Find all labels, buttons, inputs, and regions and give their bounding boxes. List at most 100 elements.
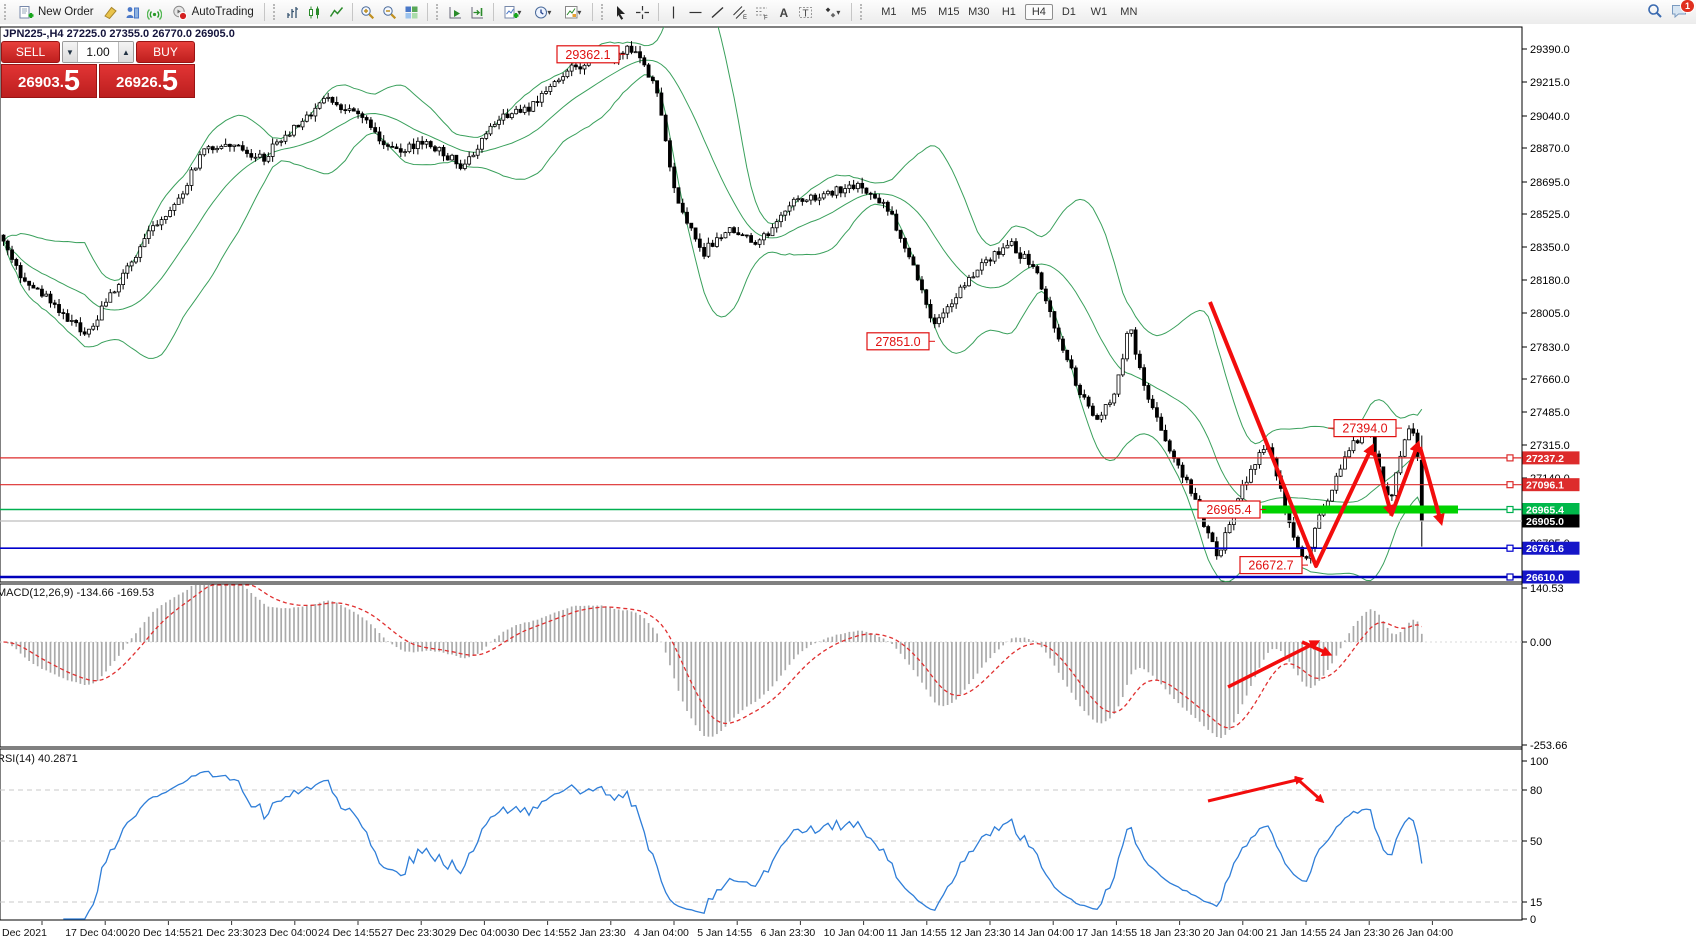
candle-body <box>112 291 117 294</box>
volume-value[interactable]: 1.00 <box>86 45 110 59</box>
rsi-panel[interactable] <box>0 748 1523 921</box>
candle-body <box>975 269 980 278</box>
candle-body <box>1039 272 1044 290</box>
text-button[interactable]: A <box>773 2 795 22</box>
main-chart-panel[interactable] <box>0 26 1523 583</box>
auto-scroll-button[interactable] <box>445 2 467 22</box>
candle-body <box>992 251 997 262</box>
candle-body <box>655 80 660 94</box>
candle-body <box>949 303 954 308</box>
bollinger-middle-band <box>3 59 1423 504</box>
zoom-out-button[interactable] <box>379 2 401 22</box>
chart-canvas[interactable]: 29390.0 29215.0 29040.0 28870.0 28695.0 28525… <box>0 24 1696 941</box>
volume-increase-button[interactable]: ▲ <box>118 42 133 62</box>
price-level-handle[interactable] <box>1506 454 1514 462</box>
annotation-label-box[interactable] <box>1239 555 1303 575</box>
candle-body <box>61 312 66 314</box>
candle-body <box>539 93 544 103</box>
signals-button[interactable] <box>144 2 166 22</box>
arrows-button[interactable]: ▾ <box>817 2 847 22</box>
trend-arrow[interactable] <box>1301 640 1333 657</box>
search-button[interactable] <box>1647 3 1663 22</box>
new-chart-button[interactable]: ▾ <box>498 2 528 22</box>
crosshair-button[interactable] <box>632 2 654 22</box>
candle-body <box>1018 252 1023 259</box>
sell-price[interactable]: 26903. 5 <box>1 64 97 98</box>
macd-signal-line <box>3 584 1423 729</box>
candle-body <box>672 166 677 189</box>
trend-arrow[interactable] <box>1294 775 1325 804</box>
sell-button[interactable]: SELL <box>1 41 60 63</box>
bar-chart-button[interactable] <box>282 2 304 22</box>
trendline-button[interactable] <box>707 2 729 22</box>
trend-arrow[interactable] <box>1208 301 1375 568</box>
trend-arrow[interactable] <box>1227 640 1321 689</box>
chat-button[interactable]: 1 <box>1671 0 1695 22</box>
candle-body <box>403 151 407 154</box>
price-level-handle[interactable] <box>1506 505 1514 514</box>
candle-body <box>1133 329 1138 355</box>
chart-shift-button[interactable] <box>467 2 489 22</box>
chart-window[interactable]: 29390.0 29215.0 29040.0 28870.0 28695.0 28525… <box>0 24 1696 941</box>
timeframe-m1[interactable]: M1 <box>881 6 897 18</box>
horizontal-line-button[interactable] <box>685 2 707 22</box>
candle-body <box>368 119 373 128</box>
annotation-label-box[interactable] <box>1333 419 1397 438</box>
channel-button[interactable]: E <box>729 2 751 22</box>
candle-body <box>343 109 348 112</box>
annotation-label-box[interactable] <box>1197 500 1261 519</box>
trend-arrow[interactable] <box>1372 451 1395 518</box>
candle-body <box>804 199 809 202</box>
tile-windows-button[interactable] <box>401 2 423 22</box>
timeframe-m15[interactable]: M15 <box>938 6 960 18</box>
zoom-in-button[interactable] <box>357 2 379 22</box>
trend-arrow[interactable] <box>1389 440 1421 517</box>
candle-body <box>219 145 224 149</box>
annotation-label-text: 29362.1 <box>565 48 610 62</box>
candle-body <box>625 45 630 55</box>
timeframe-d1[interactable]: D1 <box>1061 6 1076 18</box>
cursor-button[interactable] <box>610 2 632 22</box>
buy-button[interactable]: BUY <box>136 41 195 63</box>
candle-body <box>856 182 860 190</box>
metaeditor-button[interactable] <box>100 2 122 22</box>
timeframe-h1[interactable]: H1 <box>1001 6 1016 18</box>
market-profile-button[interactable] <box>122 2 144 22</box>
volume-decrease-button[interactable]: ▼ <box>63 42 78 62</box>
periods-button[interactable]: ▾ <box>528 2 558 22</box>
timeframe-mn[interactable]: MN <box>1120 6 1138 18</box>
candle-body <box>834 186 839 196</box>
timeframe-h4[interactable]: H4 <box>1024 4 1053 20</box>
candle-body <box>497 119 501 125</box>
support-band[interactable] <box>1262 505 1458 514</box>
new-order-button[interactable]: New Order <box>13 0 100 24</box>
price-level-chip <box>1522 503 1580 517</box>
candle-body <box>159 219 164 226</box>
candle-body <box>1112 393 1117 404</box>
buy-price[interactable]: 26926. 5 <box>99 64 195 98</box>
candle-body <box>1048 300 1053 312</box>
candlestick-button[interactable] <box>304 2 326 22</box>
annotation-label-box[interactable] <box>866 332 930 351</box>
price-level-handle[interactable] <box>1506 544 1514 552</box>
candle-body <box>1163 429 1168 442</box>
timeframe-w1[interactable]: W1 <box>1090 6 1108 18</box>
line-chart-button[interactable] <box>326 2 348 22</box>
autotrading-button[interactable]: AutoTrading <box>166 0 260 24</box>
price-level-handle[interactable] <box>1506 481 1514 489</box>
vertical-line-button[interactable] <box>663 2 685 22</box>
timeframe-m5[interactable]: M5 <box>911 6 927 18</box>
templates-button[interactable]: ▾ <box>558 2 588 22</box>
candle-body <box>1065 349 1070 361</box>
timeframe-m30[interactable]: M30 <box>968 6 990 18</box>
fibonacci-button[interactable]: F <box>751 2 773 22</box>
candle-body <box>902 238 907 249</box>
trend-arrow[interactable] <box>1207 775 1305 803</box>
candle-body <box>1090 405 1095 416</box>
label-button[interactable]: T <box>795 2 817 22</box>
candle-body <box>706 242 711 257</box>
price-level-handle[interactable] <box>1506 573 1514 581</box>
trend-arrow[interactable] <box>1418 446 1445 527</box>
time-axis-label: 30 Dec 14:55 <box>508 927 571 939</box>
annotation-label-box[interactable] <box>556 45 620 64</box>
